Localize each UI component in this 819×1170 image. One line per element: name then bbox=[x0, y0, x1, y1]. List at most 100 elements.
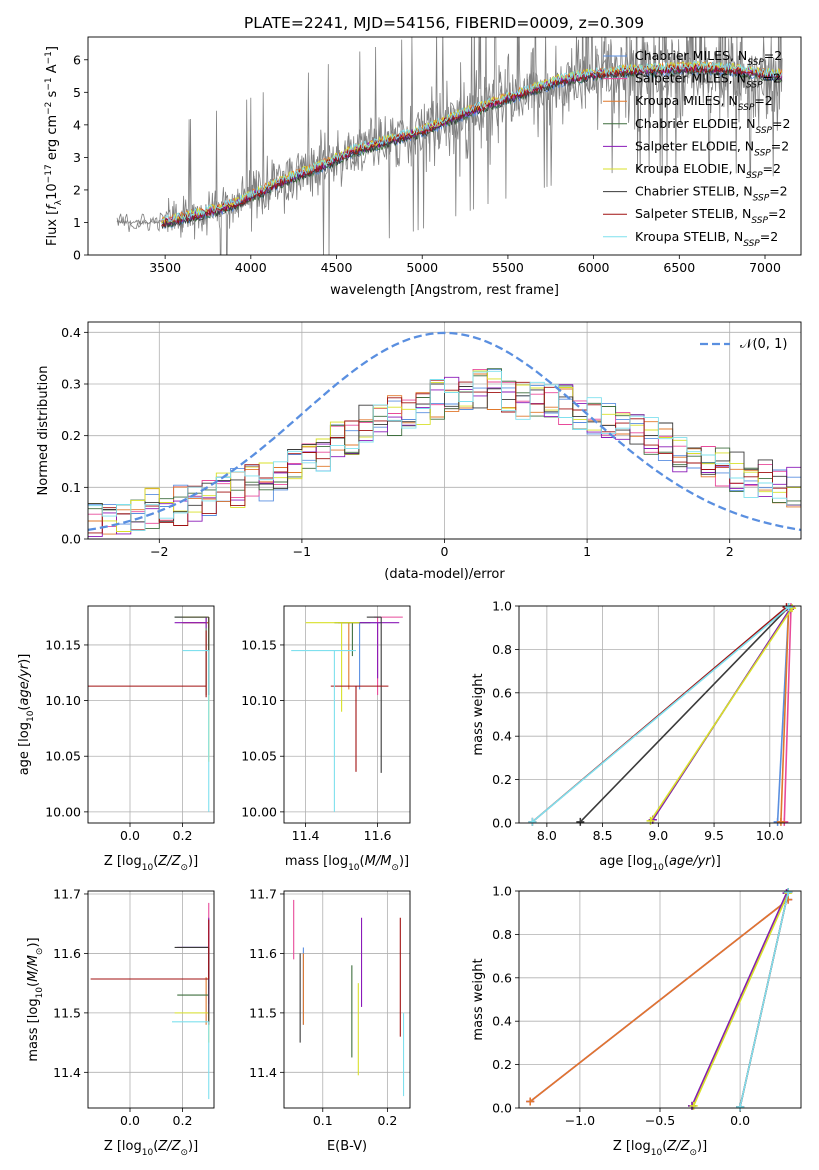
y-tick-label: 1.0 bbox=[492, 599, 512, 614]
weight-marker bbox=[776, 817, 785, 826]
weight-line bbox=[780, 607, 790, 822]
legend-entry: Salpeter ELODIE, NSSP=2 bbox=[635, 138, 789, 158]
y-tick-label: 0.2 bbox=[61, 428, 81, 443]
x-tick-label: −1.0 bbox=[565, 1113, 595, 1128]
x-tick-label: −2 bbox=[150, 544, 168, 559]
legend-entry: Kroupa MILES, NSSP=2 bbox=[635, 93, 773, 113]
y-tick-label: 10.05 bbox=[241, 749, 277, 764]
y-axis-label: mass [log10(M/M⊙)] bbox=[26, 937, 45, 1061]
spectrum-legend: Chabrier MILES, NSSP=2 Salpeter MILES, NS… bbox=[603, 48, 790, 249]
errorbars bbox=[90, 902, 210, 1100]
errorbars bbox=[291, 616, 403, 812]
legend-entry: Chabrier ELODIE, NSSP=2 bbox=[635, 116, 790, 136]
x-tick-label: 10.0 bbox=[756, 828, 784, 843]
x-tick-label: 5000 bbox=[406, 260, 438, 275]
legend-entry: Salpeter STELIB, NSSP=2 bbox=[635, 206, 786, 226]
x-tick-label: 4000 bbox=[235, 260, 267, 275]
data-spectrum-line bbox=[116, 37, 783, 255]
x-tick-label: 6500 bbox=[663, 260, 695, 275]
x-tick-label: 11.6 bbox=[364, 828, 392, 843]
x-axis-label: wavelength [Angstrom, rest frame] bbox=[330, 283, 559, 298]
weight-line bbox=[739, 891, 789, 1108]
histogram-lines bbox=[88, 331, 801, 537]
y-tick-label: 11.7 bbox=[53, 886, 81, 901]
x-tick-label: 0.2 bbox=[173, 828, 193, 843]
weight-line bbox=[531, 606, 790, 823]
Z_weights-panel: −1.0 −0.5 0.0 0.0 0.2 0.4 0.6 0.8 1.0 Z [log10(Z/… bbox=[471, 884, 802, 1158]
plot-frame bbox=[87, 36, 802, 256]
y-tick-label: 3 bbox=[73, 150, 81, 165]
plot-background bbox=[284, 606, 410, 823]
legend-entry: Kroupa STELIB, NSSP=2 bbox=[635, 229, 778, 249]
x-axis-label: age [log10(age/yr)] bbox=[599, 854, 721, 873]
y-tick-label: 0.0 bbox=[492, 1101, 512, 1116]
x-tick-label: 9.0 bbox=[648, 828, 668, 843]
spectrum-lines bbox=[116, 37, 783, 255]
plot-frame bbox=[518, 890, 802, 1109]
y-tick-label: 11.5 bbox=[249, 1005, 277, 1020]
x-tick-label: 0.2 bbox=[377, 1113, 397, 1128]
y-tick-label: 0.3 bbox=[61, 377, 81, 392]
normal-curve bbox=[88, 331, 801, 532]
y-tick-label: 11.4 bbox=[53, 1065, 81, 1080]
y-tick-label: 11.5 bbox=[53, 1005, 81, 1020]
model-spectrum-line bbox=[161, 60, 783, 223]
y-tick-label: 0.0 bbox=[492, 816, 512, 831]
x-tick-label: 4500 bbox=[321, 260, 353, 275]
weight-marker bbox=[576, 817, 585, 826]
y-tick-label: 11.7 bbox=[249, 886, 277, 901]
x-axis-label: Z [log10(Z/Z⊙)] bbox=[613, 1139, 707, 1158]
x-tick-label: −0.5 bbox=[645, 1113, 675, 1128]
x-tick-label: 0.0 bbox=[730, 1113, 750, 1128]
weight-line bbox=[691, 892, 788, 1107]
y-tick-label: 0.4 bbox=[492, 729, 512, 744]
y-tick-label: 10.00 bbox=[45, 804, 81, 819]
plot-background bbox=[88, 891, 214, 1108]
weight-line bbox=[529, 899, 789, 1103]
y-tick-label: 4 bbox=[73, 117, 81, 132]
weight-marker bbox=[784, 888, 793, 897]
mass_vs_Z-panel: 0.0 0.2 11.4 11.5 11.6 11.7 Z [log10(Z/Z⊙)] mas… bbox=[26, 886, 215, 1158]
y-tick-label: 11.6 bbox=[249, 946, 277, 961]
x-tick-label: 8.0 bbox=[537, 828, 557, 843]
x-tick-label: 11.4 bbox=[292, 828, 320, 843]
y-tick-label: 10.10 bbox=[45, 693, 81, 708]
x-tick-label: 2 bbox=[726, 544, 734, 559]
y-tick-label: 0.0 bbox=[61, 532, 81, 547]
y-tick-label: 0.8 bbox=[492, 927, 512, 942]
y-tick-label: 1.0 bbox=[492, 884, 512, 899]
x-axis-label: mass [log10(M/M⊙)] bbox=[285, 854, 409, 873]
errorbars bbox=[293, 899, 405, 1097]
histogram-step bbox=[88, 368, 801, 529]
age_weights-panel: 8.0 8.5 9.0 9.5 10.0 0.0 0.2 0.4 0.6 0.8 1.0 age [l… bbox=[471, 599, 802, 873]
y-axis-label: Flux [fλ10−17 erg cm−2 s−1 A−1] bbox=[44, 46, 64, 246]
y-tick-label: 10.10 bbox=[241, 693, 277, 708]
plot-frame bbox=[283, 605, 411, 824]
weight-marker bbox=[646, 816, 655, 825]
plot-frame bbox=[87, 605, 215, 824]
x-axis-label: (data-model)/error bbox=[384, 567, 505, 582]
x-tick-label: 9.5 bbox=[704, 828, 724, 843]
y-tick-label: 10.15 bbox=[45, 637, 81, 652]
weight-marker bbox=[736, 1102, 745, 1111]
y-tick-label: 0.6 bbox=[492, 970, 512, 985]
plot-frame bbox=[518, 605, 802, 824]
age_vs_Z-panel: 0.0 0.2 10.00 10.05 10.10 10.15 Z [log10(Z/Z⊙)… bbox=[17, 605, 215, 873]
mass_vs_ebv-panel: 0.1 0.2 11.4 11.5 11.6 11.7 E(B-V) bbox=[249, 886, 411, 1154]
legend-entry: Chabrier STELIB, NSSP=2 bbox=[635, 184, 788, 204]
y-tick-label: 6 bbox=[73, 52, 81, 67]
y-tick-label: 0.6 bbox=[492, 685, 512, 700]
histogram-step bbox=[88, 383, 801, 523]
x-tick-label: 8.5 bbox=[593, 828, 613, 843]
weight-marker bbox=[689, 1101, 698, 1110]
y-tick-label: 10.15 bbox=[241, 637, 277, 652]
figure-title: PLATE=2241, MJD=54156, FIBERID=0009, z=0… bbox=[244, 14, 644, 32]
x-axis-label: Z [log10(Z/Z⊙)] bbox=[104, 854, 198, 873]
x-tick-label: 0.0 bbox=[120, 1113, 140, 1128]
weight-lines bbox=[528, 603, 797, 826]
legend-entry: Kroupa ELODIE, NSSP=2 bbox=[635, 161, 781, 181]
y-tick-label: 11.6 bbox=[53, 946, 81, 961]
legend-entry: 𝒩(0, 1) bbox=[740, 337, 787, 352]
y-tick-label: 0.2 bbox=[492, 1057, 512, 1072]
y-tick-label: 10.05 bbox=[45, 749, 81, 764]
